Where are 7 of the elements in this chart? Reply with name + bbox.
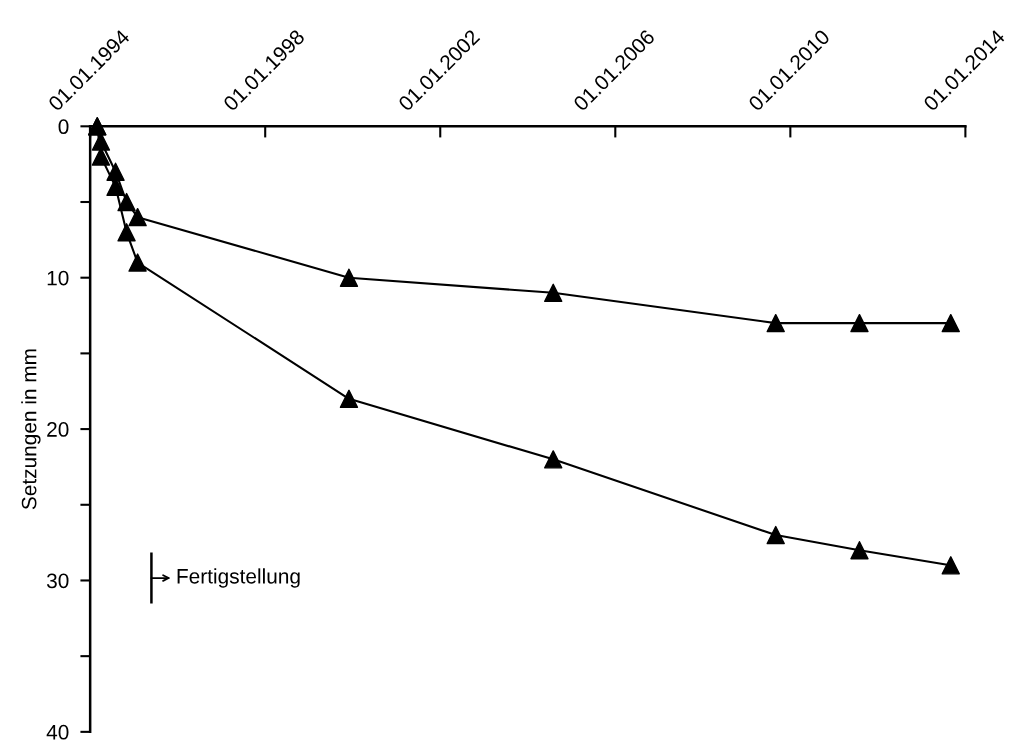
y-tick-label: 40 [46,724,69,740]
y-tick-label: 30 [46,573,69,589]
y-tick-label: 0 [58,119,69,135]
y-tick-label: 20 [47,422,69,437]
y-axis-title: Setzungen in mm [21,349,41,510]
y-tick-label: 10 [47,270,69,286]
annotation: Fertigstellung [177,568,300,588]
